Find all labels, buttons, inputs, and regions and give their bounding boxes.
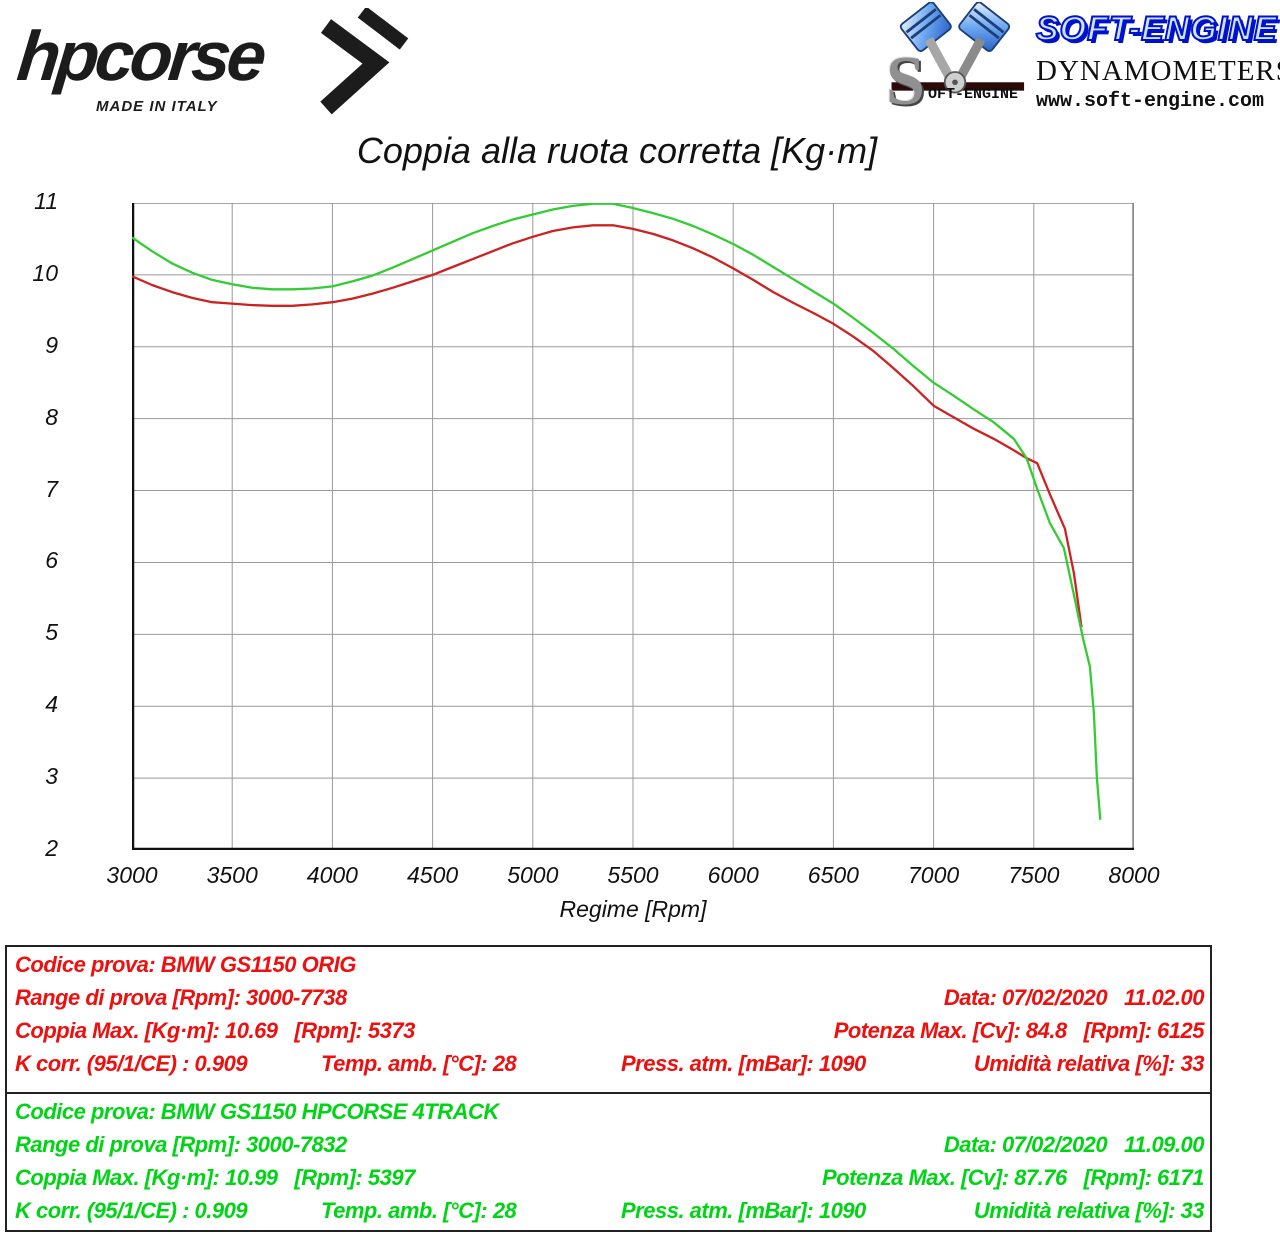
hpcorse-logo: hpcorse MADE IN ITALY <box>14 6 418 126</box>
x-tick-label: 8000 <box>1108 862 1160 888</box>
x-axis-title: Regime [Rpm] <box>559 896 707 922</box>
soft-engine-wordmark: SOFT-ENGINE <box>1035 9 1278 49</box>
y-tick-label: 9 <box>45 331 58 358</box>
x-tick-label: 3500 <box>206 862 258 888</box>
soft-engine-oft-label: OFT-ENGINE <box>928 86 1019 103</box>
x-tick-label: 7000 <box>908 862 960 888</box>
soft-engine-logo: S OFT-ENGINE SOFT-ENGINE DYNAMOMETERS ww… <box>880 2 1280 122</box>
range-di-prova: Range di prova [Rpm]: 3000-7832 <box>15 1132 347 1157</box>
x-tick-label: 5000 <box>507 862 559 888</box>
result-block-orig: Codice prova: BMW GS1150 ORIG Range di p… <box>7 952 1210 1094</box>
y-tick-label: 6 <box>45 547 58 574</box>
y-tick-label: 5 <box>45 619 58 646</box>
hpcorse-wordmark: hpcorse <box>13 17 267 95</box>
temp-amb: Temp. amb. [°C]: 28 <box>321 1051 517 1076</box>
y-tick-label: 3 <box>45 763 58 790</box>
data-ora: Data: 07/02/2020 11.02.00 <box>943 985 1205 1010</box>
press-atm: Press. atm. [mBar]: 1090 <box>621 1051 866 1076</box>
coppia-max: Coppia Max. [Kg·m]: 10.99 [Rpm]: 5397 <box>15 1165 415 1190</box>
torque-chart-plot-area <box>132 203 1134 850</box>
codice-prova: Codice prova: BMW GS1150 ORIG <box>15 952 356 977</box>
x-tick-label: 6500 <box>807 862 859 888</box>
umidita-relativa: Umidità relativa [%]: 33 <box>973 1051 1205 1076</box>
y-tick-label: 10 <box>32 259 58 286</box>
y-tick-label: 4 <box>45 691 58 718</box>
pistons-icon <box>891 2 1025 94</box>
potenza-max: Potenza Max. [Cv]: 84.8 [Rpm]: 6125 <box>833 1018 1205 1043</box>
soft-engine-s-glyph: S <box>886 43 925 120</box>
k-corr: K corr. (95/1/CE) : 0.909 <box>15 1198 248 1223</box>
coppia-max: Coppia Max. [Kg·m]: 10.69 [Rpm]: 5373 <box>15 1018 415 1043</box>
x-tick-label: 6000 <box>707 862 759 888</box>
x-tick-label: 4500 <box>407 862 459 888</box>
k-corr: K corr. (95/1/CE) : 0.909 <box>15 1051 248 1076</box>
data-ora: Data: 07/02/2020 11.09.00 <box>943 1132 1205 1157</box>
results-table: Codice prova: BMW GS1150 ORIG Range di p… <box>5 945 1212 1232</box>
umidita-relativa: Umidità relativa [%]: 33 <box>973 1198 1205 1223</box>
website-url: www.soft-engine.com <box>1036 90 1265 113</box>
torque-curves-svg <box>132 203 1134 850</box>
y-tick-label: 11 <box>34 188 58 214</box>
range-di-prova: Range di prova [Rpm]: 3000-7738 <box>15 985 347 1010</box>
x-tick-label: 4000 <box>306 862 358 888</box>
x-tick-label: 3000 <box>106 862 158 888</box>
y-tick-label: 8 <box>45 403 58 430</box>
hpcorse-arrow-icon <box>320 8 409 115</box>
potenza-max: Potenza Max. [Cv]: 87.76 [Rpm]: 6171 <box>821 1165 1205 1190</box>
x-tick-label: 7500 <box>1008 862 1060 888</box>
y-tick-label: 2 <box>45 835 58 861</box>
result-block-hpcorse: Codice prova: BMW GS1150 HPCORSE 4TRACK … <box>7 1099 1210 1237</box>
temp-amb: Temp. amb. [°C]: 28 <box>321 1198 517 1223</box>
codice-prova: Codice prova: BMW GS1150 HPCORSE 4TRACK <box>15 1099 499 1124</box>
y-tick-label: 7 <box>45 475 58 502</box>
chart-title: Coppia alla ruota corretta [Kg·m] <box>356 130 878 171</box>
hpcorse-made-in-italy-label: MADE IN ITALY <box>96 98 218 115</box>
x-tick-label: 5500 <box>607 862 659 888</box>
dynamometers-label: DYNAMOMETERS <box>1036 55 1280 87</box>
press-atm: Press. atm. [mBar]: 1090 <box>621 1198 866 1223</box>
